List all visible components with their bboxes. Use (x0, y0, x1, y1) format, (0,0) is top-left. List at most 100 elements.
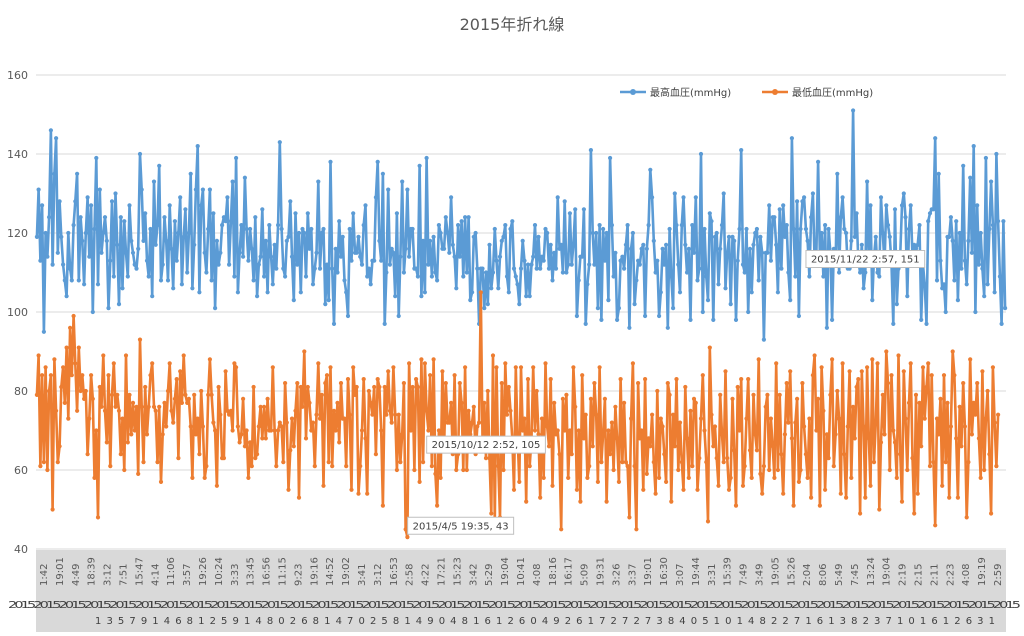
data-point (466, 408, 471, 413)
data-point (466, 215, 471, 220)
data-point (179, 282, 184, 287)
data-point (303, 274, 309, 279)
data-point (536, 432, 541, 437)
data-point (905, 467, 910, 473)
data-point (777, 392, 782, 397)
data-point (213, 428, 218, 433)
data-point (980, 369, 985, 374)
data-point (342, 278, 347, 283)
data-point (218, 412, 223, 417)
data-point (415, 274, 420, 279)
data-point (885, 223, 891, 228)
data-point (487, 242, 492, 247)
data-point (36, 353, 41, 358)
data-point (464, 467, 469, 473)
data-point (426, 262, 431, 267)
data-point (683, 242, 688, 247)
data-point (990, 365, 996, 370)
data-point (384, 270, 389, 275)
data-point (185, 270, 190, 275)
data-point (555, 195, 560, 200)
data-point (211, 211, 216, 216)
data-point (849, 475, 854, 480)
data-point (440, 369, 445, 374)
data-point (702, 428, 707, 433)
data-point (487, 456, 492, 461)
data-point (47, 215, 52, 220)
data-point (391, 250, 396, 255)
data-point (146, 274, 151, 279)
data-point (356, 234, 361, 239)
data-point (765, 250, 770, 255)
data-point (239, 432, 244, 437)
data-point (223, 369, 228, 374)
data-point (407, 254, 412, 259)
data-point (859, 242, 864, 247)
data-point (122, 219, 127, 224)
x-tick-label: 16:30 (659, 557, 670, 586)
data-point (562, 428, 567, 433)
data-point (75, 171, 80, 176)
data-point (534, 388, 539, 394)
data-point (241, 396, 246, 401)
data-point (772, 475, 777, 480)
data-point (167, 361, 172, 366)
data-point (255, 452, 260, 457)
data-point (234, 365, 239, 370)
data-point (709, 219, 714, 224)
data-point (401, 270, 406, 275)
data-point (903, 416, 908, 421)
data-point (527, 294, 532, 299)
data-point (700, 309, 705, 315)
data-point (50, 262, 55, 267)
data-point (45, 467, 50, 473)
data-point (298, 384, 303, 390)
data-point (305, 211, 310, 216)
data-point (954, 436, 959, 441)
data-point (608, 452, 613, 457)
data-point (634, 527, 639, 532)
data-point (104, 238, 109, 243)
data-point (225, 408, 230, 413)
data-point (82, 396, 87, 401)
data-point (655, 258, 660, 263)
x-tick-label: 13:45 (246, 557, 257, 586)
data-point (943, 460, 948, 465)
data-point (153, 408, 158, 413)
data-point (188, 171, 193, 176)
data-point (115, 242, 120, 247)
data-point (41, 460, 47, 465)
data-point (644, 246, 649, 251)
series-diastolic (34, 290, 1001, 540)
data-point (61, 365, 66, 370)
data-point (256, 424, 261, 429)
data-point (281, 460, 286, 465)
data-point (209, 392, 214, 397)
data-point (983, 155, 989, 161)
data-point (737, 428, 742, 433)
data-point (206, 392, 211, 397)
data-point (885, 381, 891, 386)
data-point (202, 250, 207, 255)
data-point (578, 499, 583, 504)
data-point (482, 306, 487, 311)
data-point (567, 211, 573, 216)
data-point (557, 246, 562, 251)
data-point (90, 309, 95, 315)
data-point (155, 460, 160, 465)
x-tick-label: 2:19 (898, 564, 909, 586)
data-point (588, 148, 594, 153)
data-point (671, 306, 676, 311)
data-point (931, 460, 936, 465)
data-point (775, 290, 781, 295)
data-point (562, 199, 567, 204)
data-point (679, 223, 684, 228)
data-point (351, 365, 356, 370)
data-point (136, 471, 141, 476)
x-tick-label: 16:17 (564, 557, 575, 586)
data-point (669, 499, 674, 504)
data-point (730, 396, 735, 401)
data-point (971, 400, 976, 405)
data-point (428, 373, 433, 378)
data-point (837, 416, 842, 421)
